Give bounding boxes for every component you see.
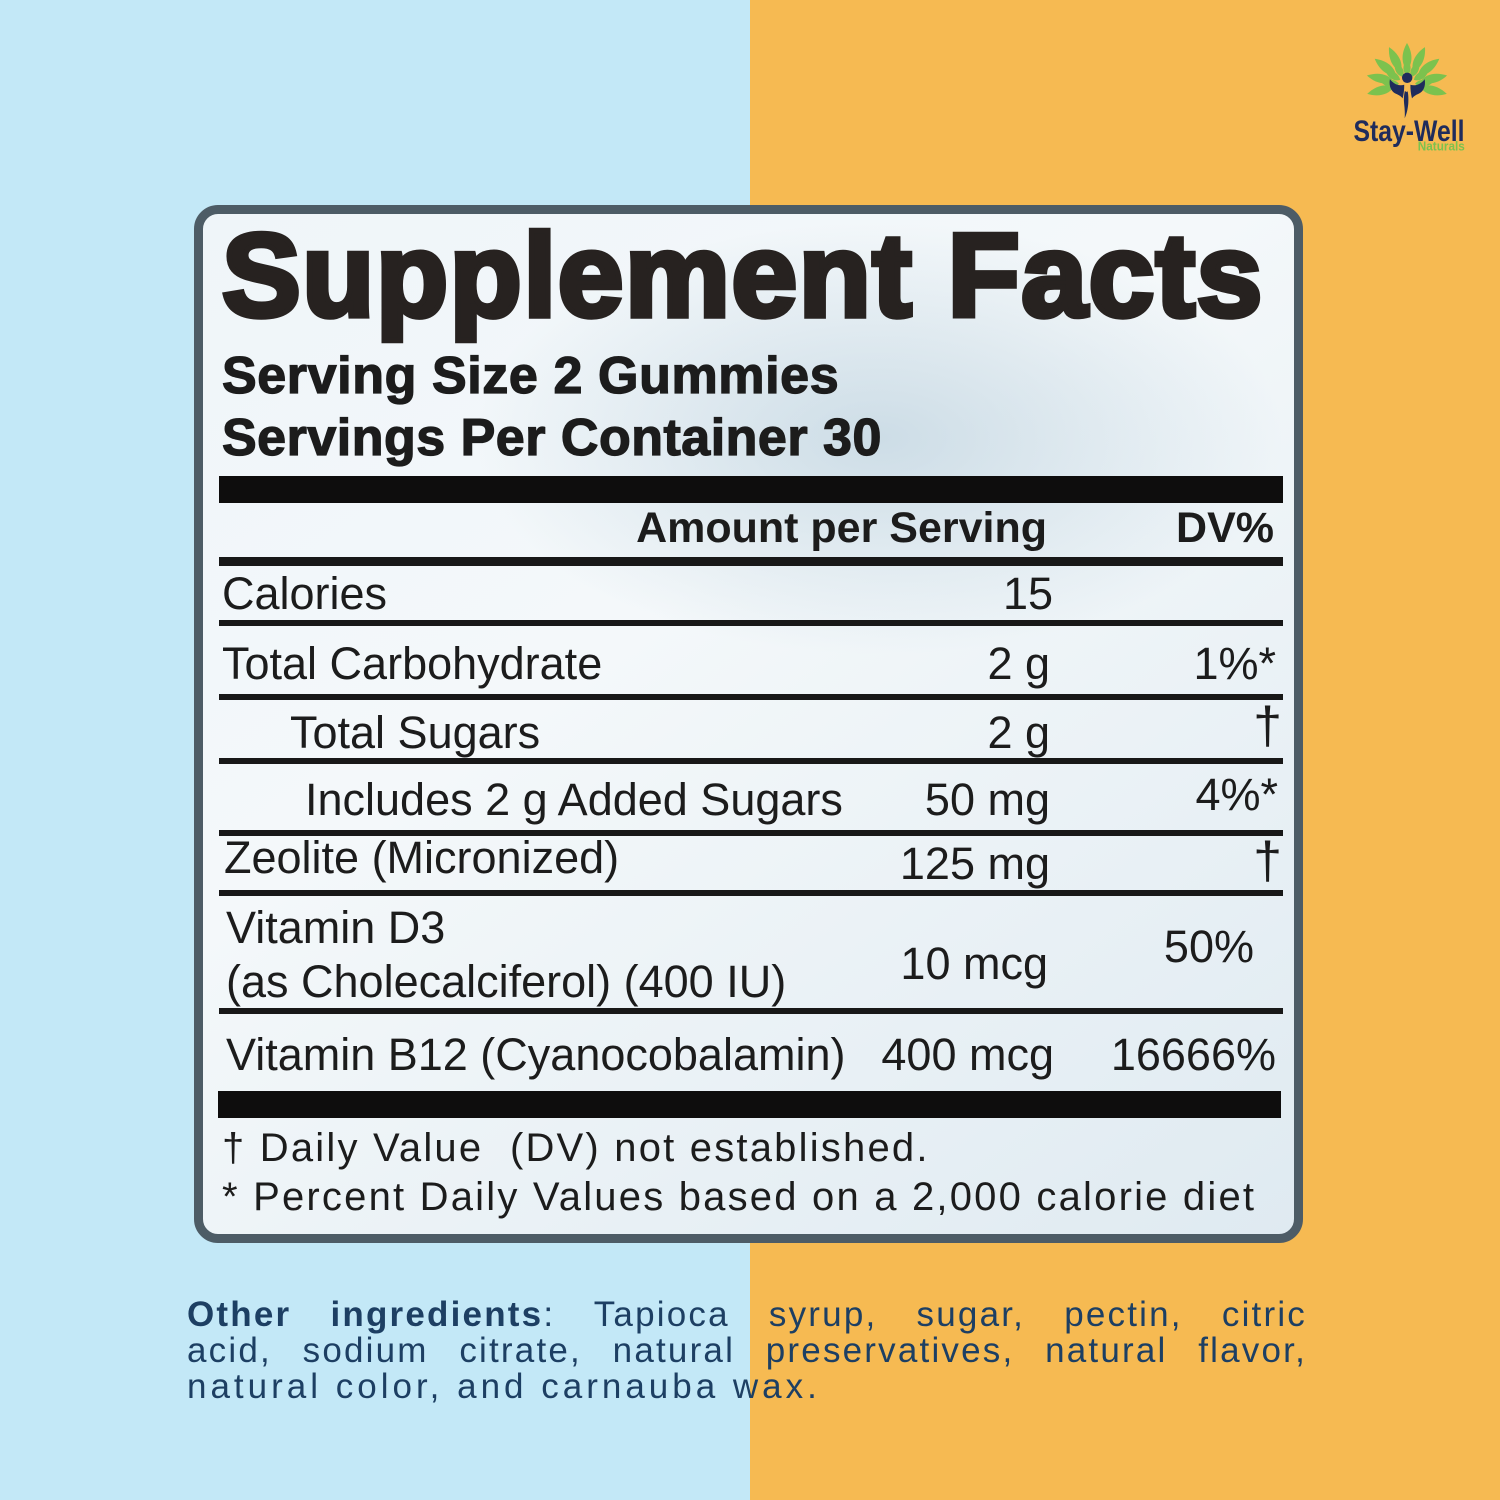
svg-text:Naturals: Naturals [1418, 140, 1465, 154]
svg-text:Stay-Well: Stay-Well [1354, 115, 1465, 148]
